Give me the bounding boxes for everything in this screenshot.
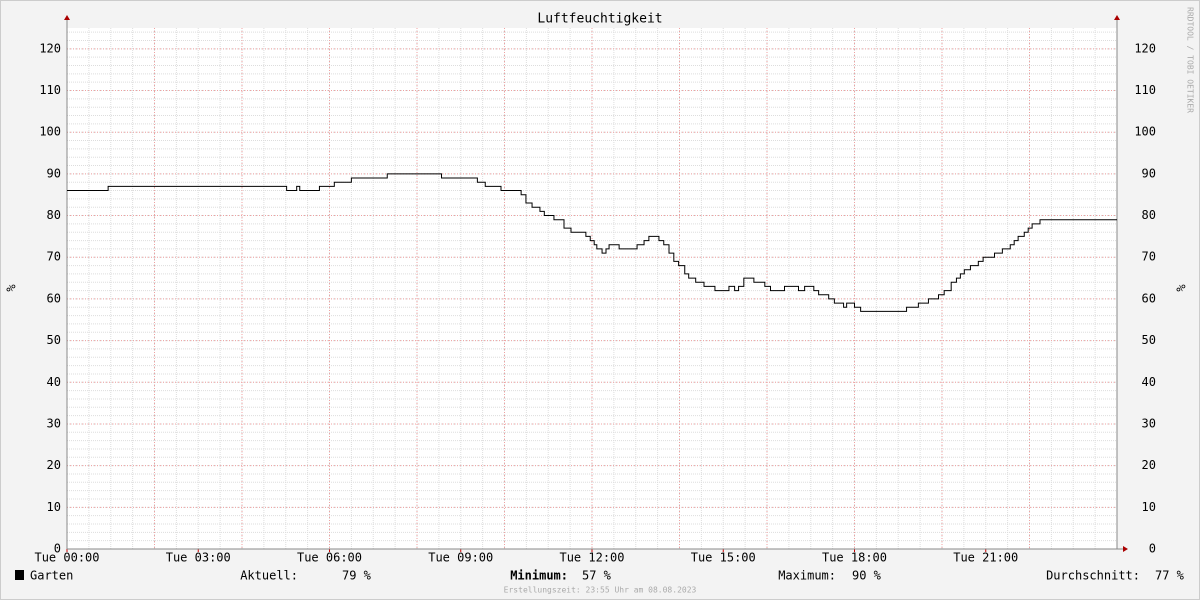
y-tick-label: 110 (39, 83, 61, 97)
y2-tick-label: 30 (1142, 416, 1156, 430)
y2-tick-label: 120 (1134, 41, 1156, 55)
y-tick-label: 10 (47, 500, 61, 514)
y-tick-label: 100 (39, 125, 61, 139)
stat-label: Maximum: (778, 569, 836, 583)
y2-tick-label: 50 (1142, 333, 1156, 347)
y2-tick-label: 20 (1142, 458, 1156, 472)
arrow (1123, 546, 1128, 552)
x-tick-label: Tue 03:00 (166, 551, 231, 565)
stat-value: 90 % (852, 569, 882, 583)
y-tick-label: 60 (47, 291, 61, 305)
y-tick-label: 50 (47, 333, 61, 347)
y2-tick-label: 110 (1134, 83, 1156, 97)
y2-tick-label: 60 (1142, 291, 1156, 305)
arrow (64, 15, 70, 20)
x-tick-label: Tue 21:00 (953, 551, 1018, 565)
legend-swatch (15, 570, 24, 580)
y-tick-label: 40 (47, 375, 61, 389)
y-tick-label: 20 (47, 458, 61, 472)
side-note: RRDTOOL / TOBI OETIKER (1186, 7, 1195, 113)
stat-label: Minimum: (510, 569, 568, 583)
stat-label: Durchschnitt: (1046, 569, 1140, 583)
y-tick-label: 0 (54, 542, 61, 556)
x-tick-label: Tue 09:00 (428, 551, 493, 565)
y-tick-label: 90 (47, 166, 61, 180)
y2-tick-label: 80 (1142, 208, 1156, 222)
y-tick-label: 70 (47, 250, 61, 264)
x-tick-label: Tue 15:00 (691, 551, 756, 565)
y2-tick-label: 10 (1142, 500, 1156, 514)
y-tick-label: 30 (47, 416, 61, 430)
x-tick-label: Tue 12:00 (559, 551, 624, 565)
y-tick-label: 80 (47, 208, 61, 222)
data-line (67, 173, 1117, 312)
stat-label: Aktuell: (240, 569, 298, 583)
y2-tick-label: 100 (1134, 125, 1156, 139)
y2-tick-label: 70 (1142, 250, 1156, 264)
x-tick-label: Tue 18:00 (822, 551, 887, 565)
arrow (1114, 15, 1120, 20)
stat-value: 79 % (342, 569, 372, 583)
y2-tick-label: 0 (1149, 542, 1156, 556)
x-tick-label: Tue 06:00 (297, 551, 362, 565)
stat-value: 57 % (582, 569, 612, 583)
y-axis-label: % (4, 284, 18, 292)
legend-label: Garten (30, 569, 73, 583)
y2-tick-label: 90 (1142, 166, 1156, 180)
y2-tick-label: 40 (1142, 375, 1156, 389)
stat-value: 77 % (1155, 569, 1185, 583)
y-tick-label: 120 (39, 41, 61, 55)
y2-axis-label: % (1174, 284, 1188, 292)
footer: Erstellungszeit: 23:55 Uhr am 08.08.2023 (504, 586, 697, 595)
chart-title: Luftfeuchtigkeit (537, 12, 662, 27)
x-tick-label: Tue 00:00 (34, 551, 99, 565)
